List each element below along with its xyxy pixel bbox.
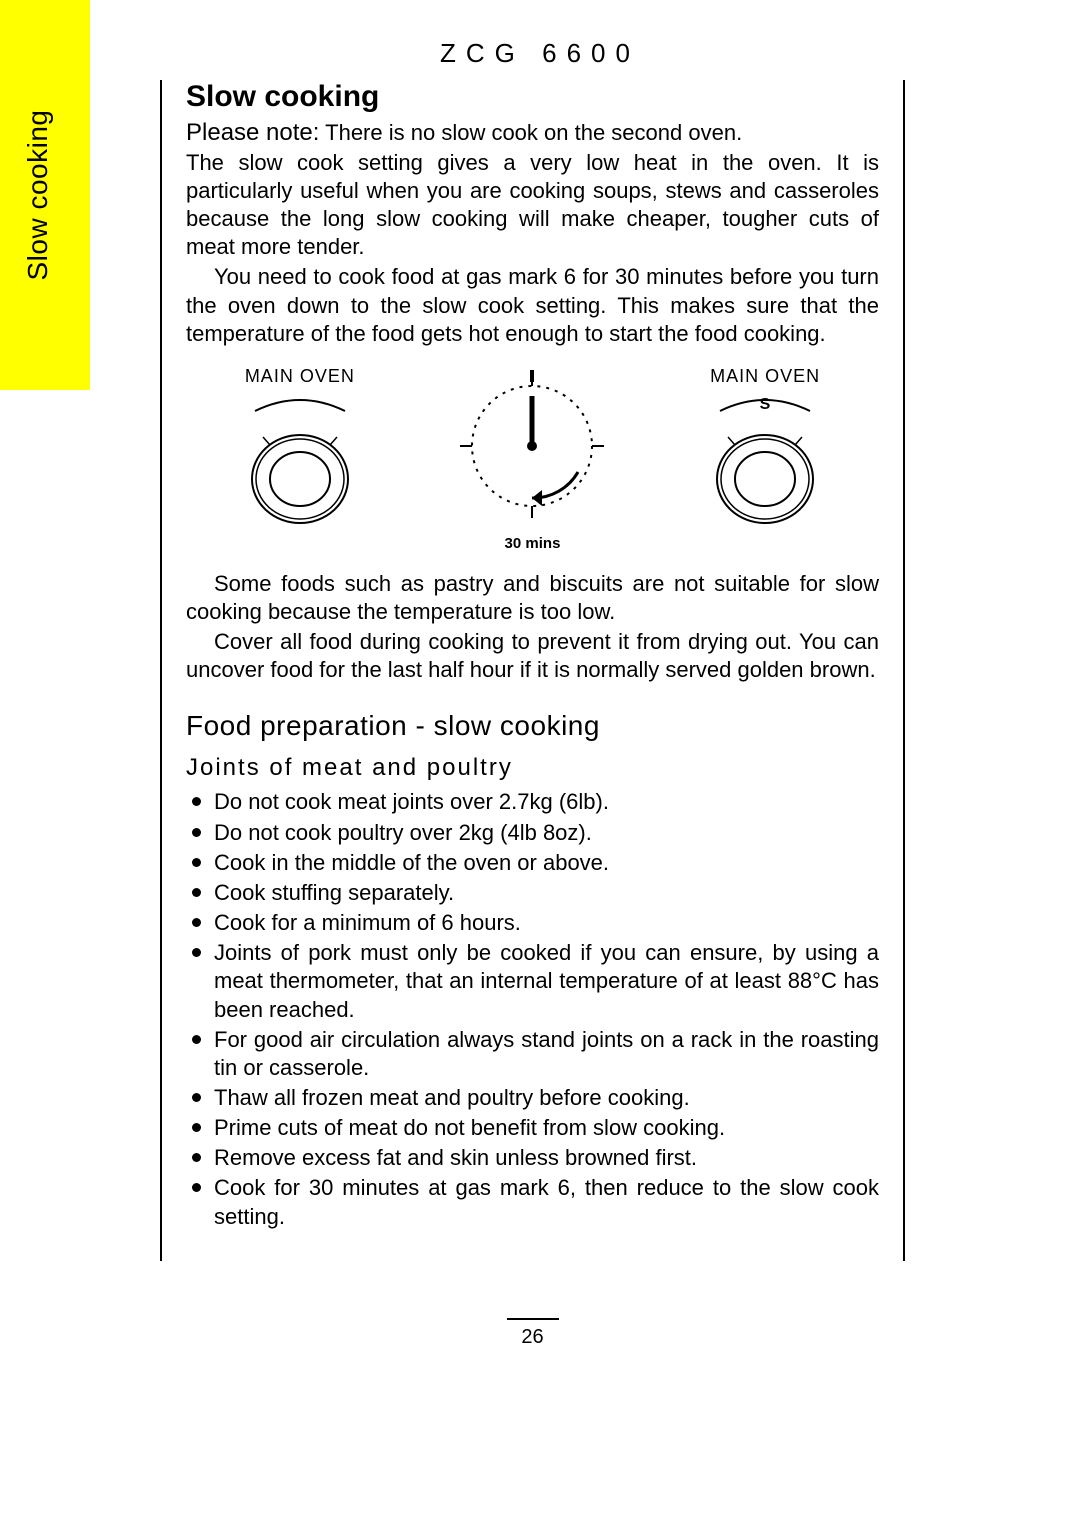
diagram-left: MAIN OVEN: [225, 366, 375, 544]
oven-dial-right-icon: S: [690, 389, 840, 539]
list-item: Joints of pork must only be cooked if yo…: [186, 939, 879, 1023]
manual-page: Slow cooking ZCG 6600 Slow cooking Pleas…: [0, 0, 1080, 1528]
group-title: Joints of meat and poultry: [186, 754, 879, 782]
bullet-list: Do not cook meat joints over 2.7kg (6lb)…: [186, 788, 879, 1230]
diagram-timer: 30 mins: [452, 366, 612, 552]
s-marker: S: [760, 396, 771, 413]
diagram-row: MAIN OVEN: [186, 366, 879, 552]
note-rest: There is no slow cook on the second oven…: [319, 120, 742, 145]
diagram-left-label: MAIN OVEN: [225, 366, 375, 387]
oven-dial-left-icon: [225, 389, 375, 539]
model-header: ZCG 6600: [160, 38, 920, 69]
diagram-right: MAIN OVEN S: [690, 366, 840, 544]
subsection-title: Food preparation - slow cooking: [186, 710, 879, 742]
content-column: Slow cooking Please note: There is no sl…: [160, 80, 905, 1261]
paragraph-2: You need to cook food at gas mark 6 for …: [186, 263, 879, 347]
timer-icon: [452, 366, 612, 536]
list-item: Prime cuts of meat do not benefit from s…: [186, 1114, 879, 1142]
paragraph-3: Some foods such as pastry and biscuits a…: [186, 570, 879, 626]
list-item: For good air circulation always stand jo…: [186, 1026, 879, 1082]
note-line: Please note: There is no slow cook on th…: [186, 118, 879, 149]
list-item: Remove excess fat and skin unless browne…: [186, 1144, 879, 1172]
list-item: Cook in the middle of the oven or above.: [186, 849, 879, 877]
note-lead: Please note:: [186, 119, 319, 146]
diagram-right-label: MAIN OVEN: [690, 366, 840, 387]
list-item: Thaw all frozen meat and poultry before …: [186, 1084, 879, 1112]
timer-caption: 30 mins: [452, 535, 612, 552]
side-tab: Slow cooking: [0, 0, 90, 390]
list-item: Do not cook poultry over 2kg (4lb 8oz).: [186, 819, 879, 847]
footer-rule: [507, 1318, 559, 1320]
side-tab-label: Slow cooking: [22, 110, 54, 281]
page-number: 26: [160, 1326, 905, 1349]
page-footer: 26: [160, 1318, 905, 1349]
section-title: Slow cooking: [186, 80, 879, 114]
list-item: Cook for 30 minutes at gas mark 6, then …: [186, 1174, 879, 1230]
list-item: Cook stuffing separately.: [186, 879, 879, 907]
paragraph-4: Cover all food during cooking to prevent…: [186, 628, 879, 684]
paragraph-1: The slow cook setting gives a very low h…: [186, 149, 879, 262]
list-item: Do not cook meat joints over 2.7kg (6lb)…: [186, 788, 879, 816]
list-item: Cook for a minimum of 6 hours.: [186, 909, 879, 937]
